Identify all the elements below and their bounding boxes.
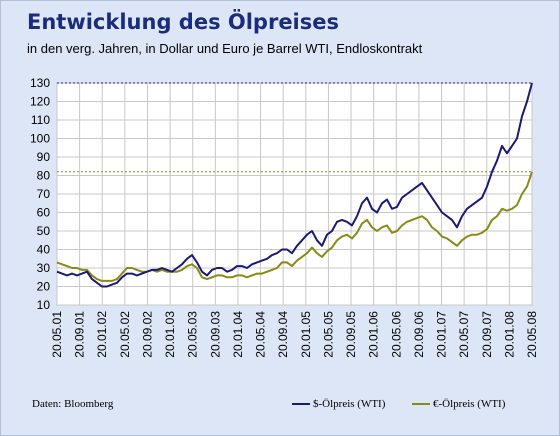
x-tick-label: 20.01.03 bbox=[163, 311, 177, 358]
x-tick-label: 20.05.05 bbox=[321, 311, 335, 358]
y-tick-label: 10 bbox=[37, 298, 51, 312]
x-tick-label: 20.05.08 bbox=[525, 311, 539, 358]
x-tick-label: 20.01.05 bbox=[299, 311, 313, 358]
y-tick-label: 110 bbox=[31, 113, 50, 127]
x-tick-label: 20.09.07 bbox=[480, 311, 494, 358]
x-tick-label: 20.05.02 bbox=[118, 311, 132, 358]
y-tick-label: 80 bbox=[37, 169, 51, 183]
eur-price-line bbox=[56, 171, 533, 282]
x-tick-label: 20.09.05 bbox=[344, 311, 358, 358]
x-tick-label: 20.01.08 bbox=[502, 311, 516, 358]
chart-subtitle: in den verg. Jahren, in Dollar und Euro … bbox=[27, 41, 423, 56]
y-tick-label: 20 bbox=[37, 280, 51, 294]
chart-title: Entwicklung des Ölpreises bbox=[27, 10, 339, 34]
x-tick-label: 20.09.01 bbox=[73, 311, 87, 358]
usd-price-line bbox=[56, 82, 533, 288]
y-tick-label: 30 bbox=[37, 261, 51, 275]
x-tick-label: 20.01.07 bbox=[435, 311, 449, 358]
y-tick-label: 50 bbox=[37, 224, 51, 238]
x-tick-label: 20.01.02 bbox=[95, 311, 109, 358]
data-source-note: Daten: Bloomberg bbox=[32, 398, 114, 410]
y-tick-label: 130 bbox=[30, 76, 50, 90]
x-tick-label: 20.05.07 bbox=[457, 311, 471, 358]
x-tick-label: 20.09.04 bbox=[276, 311, 290, 358]
x-tick-label: 20.09.06 bbox=[412, 311, 426, 358]
x-tick-label: 20.05.04 bbox=[254, 311, 268, 358]
y-tick-label: 120 bbox=[30, 95, 50, 109]
x-tick-label: 20.05.01 bbox=[50, 311, 64, 358]
y-tick-label: 70 bbox=[37, 187, 51, 201]
y-tick-label: 60 bbox=[37, 206, 51, 220]
x-tick-label: 20.09.02 bbox=[140, 311, 154, 358]
x-tick-label: 20.01.06 bbox=[367, 311, 381, 358]
x-tick-label: 20.05.03 bbox=[186, 311, 200, 358]
x-tick-label: 20.01.04 bbox=[231, 311, 245, 358]
y-tick-label: 40 bbox=[37, 243, 51, 257]
y-tick-label: 90 bbox=[37, 150, 51, 164]
x-tick-label: 20.05.06 bbox=[389, 311, 403, 358]
x-tick-label: 20.09.03 bbox=[208, 311, 222, 358]
y-tick-label: 100 bbox=[30, 132, 50, 146]
